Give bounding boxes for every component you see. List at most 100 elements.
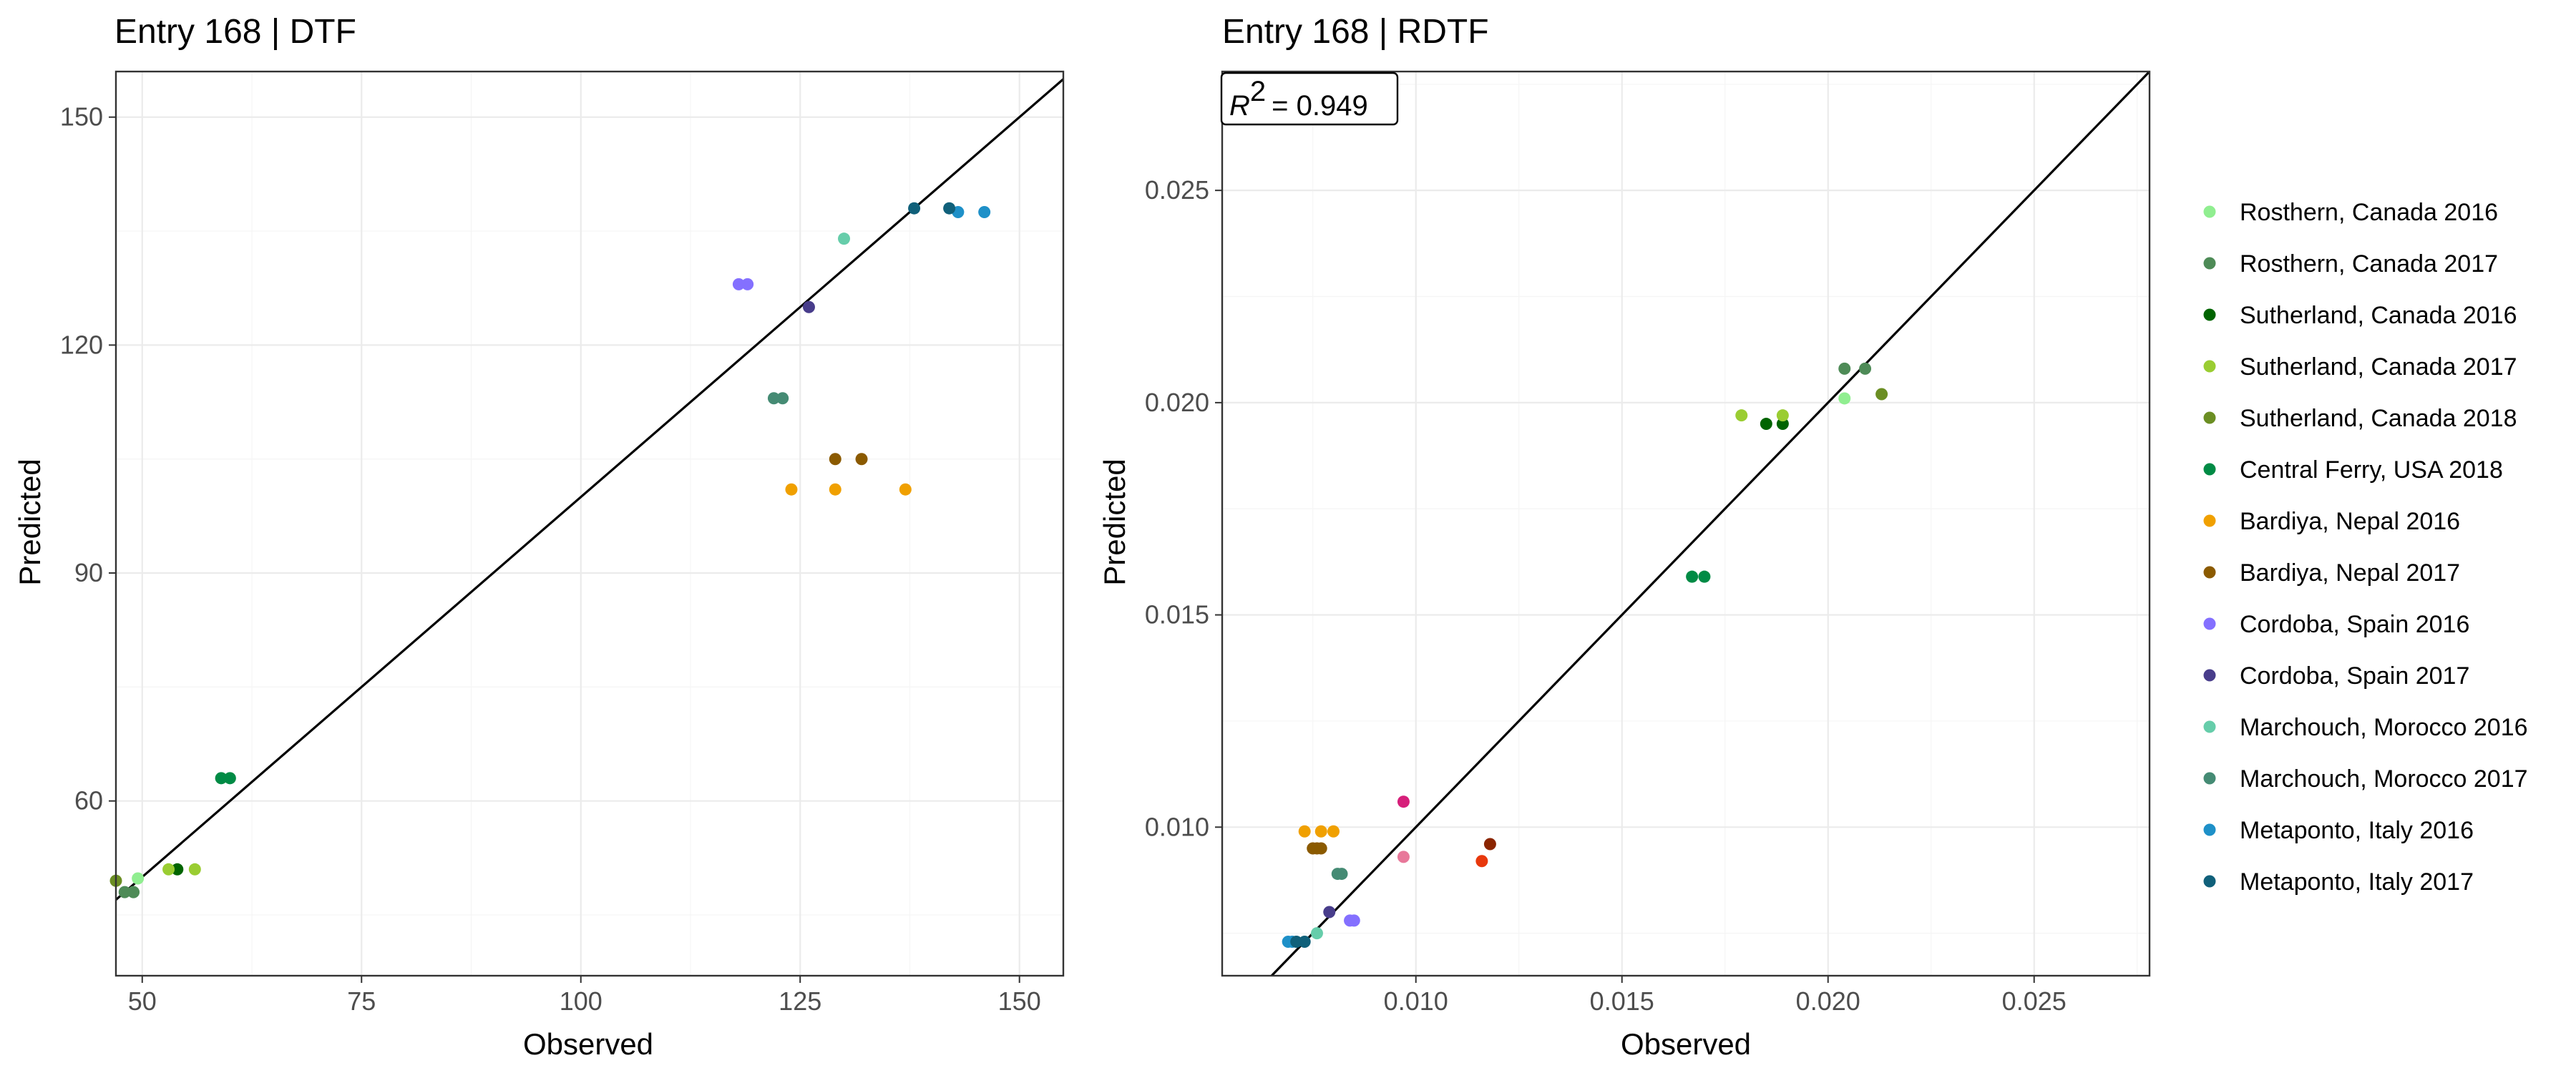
- data-point: [118, 886, 131, 898]
- data-point: [1298, 936, 1311, 949]
- data-point: [1397, 795, 1410, 808]
- legend-label: Rosthern, Canada 2017: [2240, 250, 2498, 278]
- panel-dtf: Entry 168 | DTF 50 75 100 125 150 60 90 120 150…: [13, 13, 1065, 1061]
- data-point: [899, 483, 912, 496]
- x-tick-label: 0.025: [2002, 986, 2067, 1016]
- legend-key: [2203, 360, 2216, 373]
- y-tick-label: 0.015: [1145, 600, 1209, 629]
- x-tick-label: 125: [779, 986, 821, 1016]
- y-tick-label: 0.010: [1145, 812, 1209, 841]
- legend-label: Rosthern, Canada 2016: [2240, 199, 2498, 226]
- y-tick-label: 0.020: [1145, 388, 1209, 417]
- data-point: [785, 483, 798, 496]
- data-point: [767, 392, 780, 405]
- panel-border-dtf: [114, 70, 1065, 977]
- data-point: [1760, 418, 1772, 431]
- x-tick-label: 150: [998, 986, 1041, 1016]
- y-tick-label: 120: [60, 330, 103, 359]
- data-point: [1698, 570, 1711, 583]
- r2-annotation: R2 = 0.949: [1220, 72, 1399, 126]
- data-point: [1323, 906, 1336, 918]
- panel-title-dtf: Entry 168 | DTF: [114, 13, 356, 51]
- points-dtf: [109, 202, 991, 898]
- data-point: [1314, 842, 1327, 855]
- data-point: [829, 483, 841, 496]
- x-ticks-rdtf: 0.010 0.015 0.020 0.025: [1384, 976, 2067, 1016]
- panel-title-rdtf: Entry 168 | RDTF: [1222, 13, 1489, 51]
- legend-key: [2203, 566, 2216, 579]
- legend-label: Central Ferry, USA 2018: [2240, 456, 2503, 484]
- legend-key: [2203, 823, 2216, 836]
- x-ticks-dtf: 50 75 100 125 150: [128, 976, 1041, 1016]
- data-point: [215, 772, 228, 785]
- x-tick-label: 0.020: [1796, 986, 1860, 1016]
- x-tick-label: 50: [128, 986, 157, 1016]
- legend-key: [2203, 875, 2216, 888]
- data-point: [1838, 362, 1851, 375]
- data-point: [1314, 825, 1327, 838]
- data-point: [855, 453, 868, 466]
- data-point: [1776, 409, 1789, 422]
- data-point: [1327, 825, 1340, 838]
- legend-label: Marchouch, Morocco 2017: [2240, 765, 2528, 793]
- x-axis-title-dtf: Observed: [523, 1027, 653, 1061]
- data-point: [223, 772, 236, 785]
- data-point: [1298, 825, 1311, 838]
- y-tick-label: 150: [60, 102, 103, 132]
- y-axis-title-dtf: Predicted: [13, 459, 47, 585]
- points-rdtf: [1282, 362, 1888, 949]
- legend-key: [2203, 411, 2216, 424]
- r2-annotation-box: [1220, 72, 1399, 126]
- legend-label: Bardiya, Nepal 2016: [2240, 508, 2460, 535]
- plot-background-rdtf: [1222, 72, 2150, 976]
- y-tick-label: 90: [74, 558, 103, 587]
- legend-key: [2203, 617, 2216, 630]
- data-point: [1475, 855, 1488, 868]
- identity-line: [1270, 70, 2151, 977]
- data-point: [802, 300, 815, 313]
- data-point: [132, 872, 145, 885]
- data-point: [1335, 868, 1348, 881]
- data-point: [908, 202, 921, 215]
- r2-annotation-text: R2 = 0.949: [1229, 76, 1368, 122]
- legend-label: Marchouch, Morocco 2016: [2240, 714, 2528, 741]
- x-axis-title-rdtf: Observed: [1621, 1027, 1751, 1061]
- data-point: [127, 886, 140, 898]
- y-tick-label: 60: [74, 786, 103, 815]
- data-point: [1838, 392, 1851, 405]
- y-ticks-rdtf: 0.010 0.015 0.020 0.025: [1145, 175, 1222, 841]
- x-tick-label: 100: [560, 986, 602, 1016]
- x-tick-label: 0.015: [1590, 986, 1654, 1016]
- data-point: [838, 232, 851, 245]
- legend-key: [2203, 720, 2216, 733]
- legend-key: [2203, 514, 2216, 527]
- data-point: [171, 863, 184, 876]
- data-point: [162, 863, 175, 876]
- data-point: [776, 392, 789, 405]
- y-axis-title-rdtf: Predicted: [1098, 459, 1131, 585]
- r2-value: = 0.949: [1272, 90, 1368, 122]
- legend-key: [2203, 669, 2216, 682]
- plot-border: [1221, 70, 2151, 977]
- data-point: [188, 863, 201, 876]
- r2-exponent: 2: [1250, 76, 1266, 107]
- data-point: [1347, 914, 1360, 927]
- identity-line: [114, 78, 1065, 901]
- data-point: [732, 278, 745, 290]
- plot-background-dtf: [116, 72, 1063, 976]
- data-point: [1686, 570, 1699, 583]
- legend-label: Bardiya, Nepal 2017: [2240, 559, 2460, 587]
- legend: Rosthern, Canada 2016 Rosthern, Canada 20…: [2203, 199, 2528, 896]
- legend-key: [2203, 463, 2216, 476]
- legend-label: Sutherland, Canada 2018: [2240, 405, 2517, 432]
- legend-label: Metaponto, Italy 2017: [2240, 868, 2474, 896]
- data-point: [829, 453, 841, 466]
- data-point: [978, 206, 991, 219]
- legend-label: Cordoba, Spain 2017: [2240, 662, 2469, 690]
- y-tick-label: 0.025: [1145, 175, 1209, 205]
- plot-border: [114, 70, 1065, 977]
- legend-key: [2203, 308, 2216, 321]
- legend-key: [2203, 205, 2216, 218]
- panel-border-rdtf: [1221, 70, 2151, 977]
